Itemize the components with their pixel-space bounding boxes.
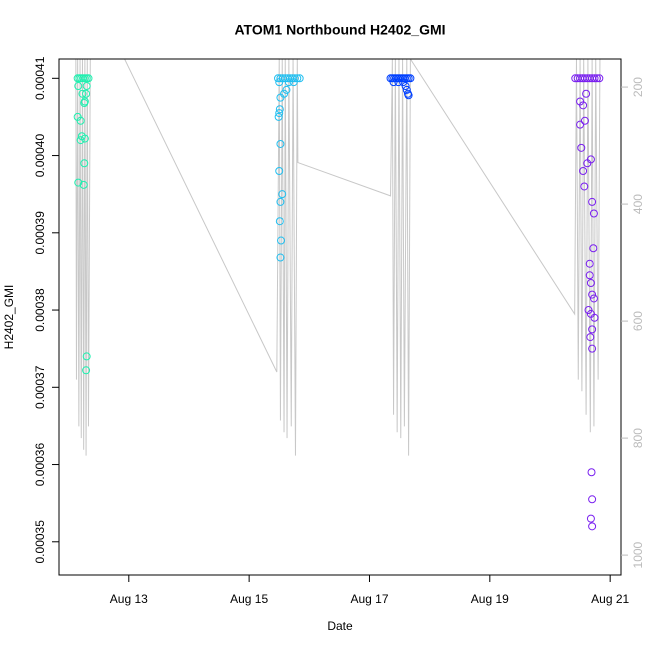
point bbox=[587, 468, 596, 477]
point bbox=[394, 78, 403, 87]
point bbox=[585, 259, 594, 268]
x-tick-label: Aug 13 bbox=[110, 592, 148, 606]
point bbox=[586, 155, 595, 164]
point bbox=[389, 78, 398, 87]
point bbox=[290, 74, 299, 83]
x-tick-label: Aug 21 bbox=[591, 592, 629, 606]
point bbox=[589, 294, 598, 303]
point bbox=[274, 112, 283, 121]
point bbox=[399, 78, 408, 87]
point bbox=[275, 109, 284, 118]
y-tick-label: 0.00037 bbox=[33, 365, 47, 409]
point bbox=[588, 522, 597, 531]
point bbox=[80, 99, 89, 108]
point bbox=[580, 182, 589, 191]
point bbox=[402, 85, 411, 94]
point bbox=[579, 167, 588, 176]
point bbox=[584, 306, 593, 315]
point bbox=[76, 136, 85, 145]
point bbox=[276, 253, 285, 262]
point bbox=[576, 120, 585, 129]
point bbox=[282, 85, 291, 94]
x-tick-label: Aug 17 bbox=[350, 592, 388, 606]
y-tick-label: 0.00040 bbox=[33, 134, 47, 178]
point bbox=[280, 89, 289, 98]
point bbox=[82, 89, 91, 98]
point bbox=[588, 495, 597, 504]
point bbox=[588, 344, 597, 353]
point bbox=[588, 325, 597, 334]
line bbox=[75, 59, 601, 456]
point bbox=[278, 190, 287, 199]
point bbox=[276, 139, 285, 148]
y-tick-label: 0.00036 bbox=[33, 443, 47, 487]
point bbox=[577, 143, 586, 152]
point bbox=[82, 366, 91, 375]
point bbox=[284, 78, 293, 87]
point bbox=[592, 74, 601, 83]
point bbox=[589, 209, 598, 218]
y2-tick-label: 1000 bbox=[631, 541, 645, 568]
point bbox=[586, 333, 595, 342]
point bbox=[277, 236, 286, 245]
point bbox=[295, 74, 304, 83]
point bbox=[74, 82, 83, 91]
point bbox=[84, 74, 93, 83]
chart-title: ATOM1 Northbound H2402_GMI bbox=[234, 22, 445, 38]
y-tick-label: 0.00039 bbox=[33, 211, 47, 255]
x-axis-label: Date bbox=[327, 619, 353, 633]
point bbox=[588, 290, 597, 299]
point bbox=[79, 180, 88, 189]
y2-tick-label: 200 bbox=[631, 77, 645, 97]
x-tick-label: Aug 15 bbox=[230, 592, 268, 606]
plot-frame bbox=[58, 58, 622, 576]
point bbox=[275, 78, 284, 87]
y2-tick-label: 400 bbox=[631, 194, 645, 214]
point bbox=[404, 91, 413, 100]
point bbox=[76, 116, 85, 125]
y-axis-label: H2402_GMI bbox=[2, 285, 16, 350]
point bbox=[590, 313, 599, 322]
point bbox=[275, 167, 284, 176]
point bbox=[586, 514, 595, 523]
point bbox=[401, 82, 410, 91]
point bbox=[78, 89, 87, 98]
point bbox=[576, 97, 585, 106]
y2-tick-label: 600 bbox=[631, 311, 645, 331]
point bbox=[406, 74, 415, 83]
point bbox=[275, 217, 284, 226]
point bbox=[82, 82, 91, 91]
point bbox=[590, 74, 599, 83]
point bbox=[595, 74, 604, 83]
point bbox=[276, 197, 285, 206]
y-tick-label: 0.00038 bbox=[33, 288, 47, 332]
x-tick-label: Aug 19 bbox=[471, 592, 509, 606]
point bbox=[586, 279, 595, 288]
y-tick-label: 0.00041 bbox=[33, 56, 47, 100]
point bbox=[582, 89, 591, 98]
point bbox=[80, 134, 89, 143]
plot-area bbox=[73, 59, 604, 531]
point bbox=[589, 244, 598, 253]
point bbox=[289, 78, 298, 87]
point bbox=[80, 159, 89, 168]
y2-tick-label: 800 bbox=[631, 428, 645, 448]
point bbox=[74, 178, 83, 187]
point bbox=[275, 105, 284, 114]
y-tick-label: 0.00035 bbox=[33, 520, 47, 564]
point bbox=[580, 116, 589, 125]
point bbox=[588, 197, 597, 206]
point bbox=[585, 271, 594, 280]
point bbox=[82, 352, 91, 361]
